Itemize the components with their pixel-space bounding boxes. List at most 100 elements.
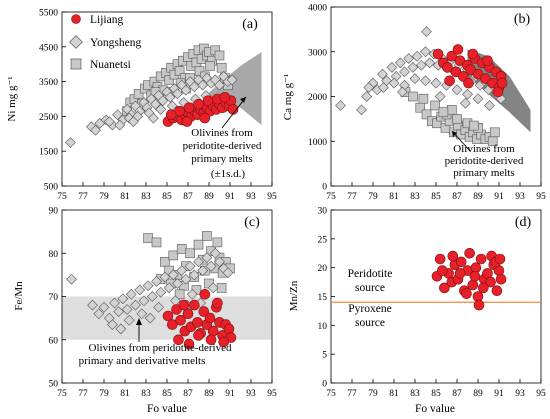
legend-nuanetsi-label: Nuanetsi [90,59,131,71]
panel-c-lijiang-point-21 [183,338,195,350]
panel-b-xtick-label-3: 81 [389,192,399,202]
panel-b-yongsheng-point-0 [335,100,346,111]
panel-c-nuanetsi-point-4 [168,250,179,261]
panel-a-lijiang-point-29 [227,104,239,115]
panel-a-xtick-label-0: 75 [57,192,67,202]
panel-b-yongsheng-point-5 [377,68,388,80]
panel-b-ytick-label-2: 2000 [308,93,327,103]
panel-b-ytick-label-1: 1000 [308,138,327,148]
panel-b-ylabel: Ca mg g⁻¹ [282,74,294,120]
panel-b-xticks: 75 77 79 81 83 85 87 89 91 93 95 [326,182,546,202]
panel-c-yongsheng-point-30 [214,256,225,268]
panel-d-lijiang-point-2 [439,282,450,294]
panel-c-yongsheng-point-25 [193,256,204,268]
panel-b-yongsheng-point-9 [394,57,406,69]
panel-a-yongsheng-point-30 [214,79,225,91]
panel-a-xtick-label-8: 91 [225,192,235,202]
panel-b-lijiang-point-23 [492,86,504,98]
panel-a-ytick-label-5: 5500 [39,9,58,19]
panel-a-xtick-label-1: 77 [78,192,88,202]
panel-b-xtick-label-8: 91 [494,192,504,202]
panel-d-xtick-label-3: 81 [389,389,399,399]
panel-b-lijiang-point-22 [463,77,474,89]
panel-a-yongsheng-point-45 [148,112,159,124]
panel-d-ytick-label-6: 30 [318,207,328,217]
panel-d-lijiang-point-22 [447,250,459,262]
panel-c-yongsheng-point-3 [98,301,110,313]
panel-a-annotation-arrowhead [240,97,246,103]
panel-b-xtick-label-2: 79 [368,192,378,202]
panel-b-nuanetsi-point-28 [418,93,429,104]
panel-d-xtick-label-4: 83 [410,389,420,399]
panel-d-xlabel: Fo value [415,403,455,415]
panel-c-yongsheng-point-10 [130,299,141,311]
panel-d-lijiang-point-7 [455,256,467,268]
panel-d-lijiang-point-27 [469,270,481,282]
panel-c-lijiang-point-10 [198,306,210,317]
panel-a-xtick-label-3: 81 [120,192,130,202]
panel-b-yongsheng-point-43 [462,88,473,100]
panel-d-points [431,248,507,311]
panel-b: 75 77 79 81 83 85 87 89 91 93 95 0 1000 2000 3000 4000… [282,4,546,203]
panel-a-nuanetsi-point-3 [133,89,144,99]
panel-c-yongsheng-point-19 [167,269,179,281]
panel-d-xtick-label-2: 79 [368,389,378,399]
panel-b-yongsheng-point-35 [378,82,389,93]
panel-c-xtick-label-2: 79 [99,389,109,399]
panel-d-label: (d) [515,215,532,230]
legend-lijiang-label: Lijiang [90,14,123,26]
panel-a-nuanetsi-point-31 [214,50,225,61]
panel-c-yongsheng-point-21 [176,265,188,276]
panel-a-yongsheng-point-34 [114,119,126,131]
panel-c-xtick-label-9: 93 [246,389,256,399]
panel-a-xtick-label-6: 87 [183,192,193,202]
panel-d-ytick-label-3: 15 [318,293,328,303]
panel-c-lijiang-point-7 [189,299,200,311]
panel-c-yongsheng-point-9 [125,288,137,300]
panel-c-yongsheng-point-28 [205,260,217,272]
panel-b-yongsheng-point-1 [356,104,367,116]
legend-lijiang-marker [71,14,81,24]
panel-c-yongsheng-point-26 [197,265,209,276]
panel-c-points [66,231,237,350]
panel-c-yongsheng-point-20 [172,278,183,289]
panel-d-lijiang-point-14 [475,253,487,265]
panel-a-xtick-label-4: 83 [141,192,151,202]
panel-a-lijiang-point-23 [202,95,214,106]
panel-d-lijiang-point-10 [464,248,475,259]
panel-a-xtick-label-7: 89 [204,192,214,202]
panel-c-nuanetsi-point-8 [185,248,195,259]
panel-b-nuanetsi-point-21 [452,114,462,124]
panel-c-yongsheng-point-16 [155,286,167,298]
panel-a-lijiang-point-25 [165,109,177,120]
panel-b-xtick-label-6: 87 [452,192,462,202]
panel-a-yongsheng-point-43 [90,124,101,136]
legend-nuanetsi-marker [70,58,82,70]
panel-a-yongsheng-point-16 [157,95,169,107]
panel-a: 75 77 79 81 83 85 87 89 91 93 95 500 1500 2500 3500 45… [6,9,277,203]
panel-d-yticks: 0 5 10 15 20 25 30 [318,207,335,390]
panel-a-yongsheng-point-33 [226,74,238,86]
panel-b-nuanetsi-point-29 [438,107,449,117]
panel-b-yongsheng-point-44 [472,93,484,105]
panel-c-yongsheng-point-23 [184,260,196,272]
panel-b-yongsheng-point-16 [424,57,436,69]
panel-c-yongsheng-point-33 [107,319,118,330]
panel-c-yongsheng-point-11 [134,284,146,296]
panel-c-xtick-label-6: 87 [183,389,193,399]
panel-b-yongsheng-point-39 [420,75,431,87]
panel-c-yongsheng-point-27 [201,252,213,263]
panel-c-yongsheng-point-22 [180,273,192,285]
panel-a-xtick-label-10: 95 [267,192,277,202]
panel-a-annotation-arrow [221,96,247,129]
panel-b-xtick-label-10: 95 [536,192,546,202]
panel-c-yongsheng-point-5 [109,297,120,309]
panel-b-lijiang-point-21 [444,75,455,87]
panel-c-yongsheng-point-15 [151,276,162,287]
panel-c-annotation-line2: primary and derivative melts [79,355,206,367]
panel-b-xtick-label-5: 85 [431,192,441,202]
panel-c-yongsheng-point-12 [138,295,150,307]
panel-b-xtick-label-1: 77 [347,192,357,202]
panel-d-xtick-label-9: 93 [515,389,525,399]
